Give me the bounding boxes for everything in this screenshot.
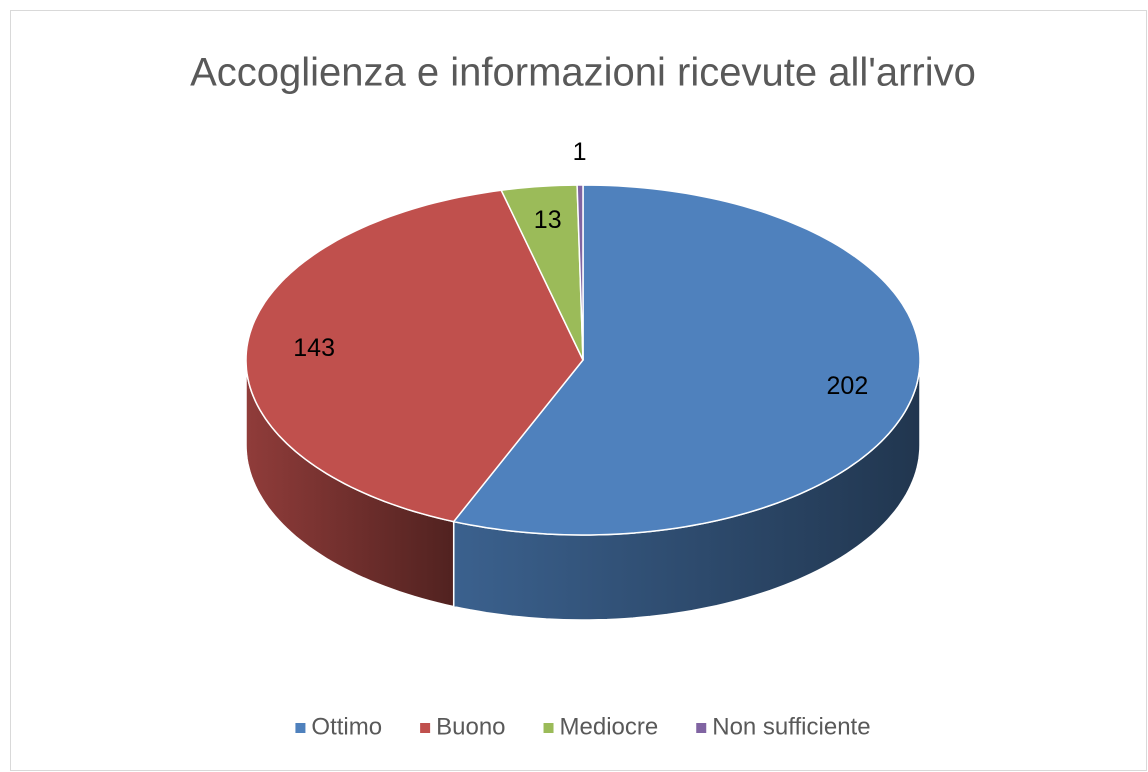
legend-swatch <box>420 723 431 733</box>
legend-label: Mediocre <box>560 713 659 740</box>
pie-slice <box>500 184 584 361</box>
data-label: 1 <box>573 138 587 166</box>
legend-swatch <box>295 723 306 733</box>
chart-title: Accoglienza e informazioni ricevute all'… <box>190 51 976 95</box>
data-label: 13 <box>534 206 562 234</box>
pie-slice <box>452 184 921 536</box>
legend-swatch <box>543 723 554 733</box>
legend-label: Buono <box>436 713 505 740</box>
pie-slice <box>576 184 584 361</box>
legend-label: Ottimo <box>311 713 382 740</box>
data-label: 143 <box>293 334 335 362</box>
data-label: 202 <box>827 372 869 400</box>
pie-slice <box>245 189 584 523</box>
legend-swatch <box>696 723 707 733</box>
legend-label: Non sufficiente <box>712 713 870 740</box>
